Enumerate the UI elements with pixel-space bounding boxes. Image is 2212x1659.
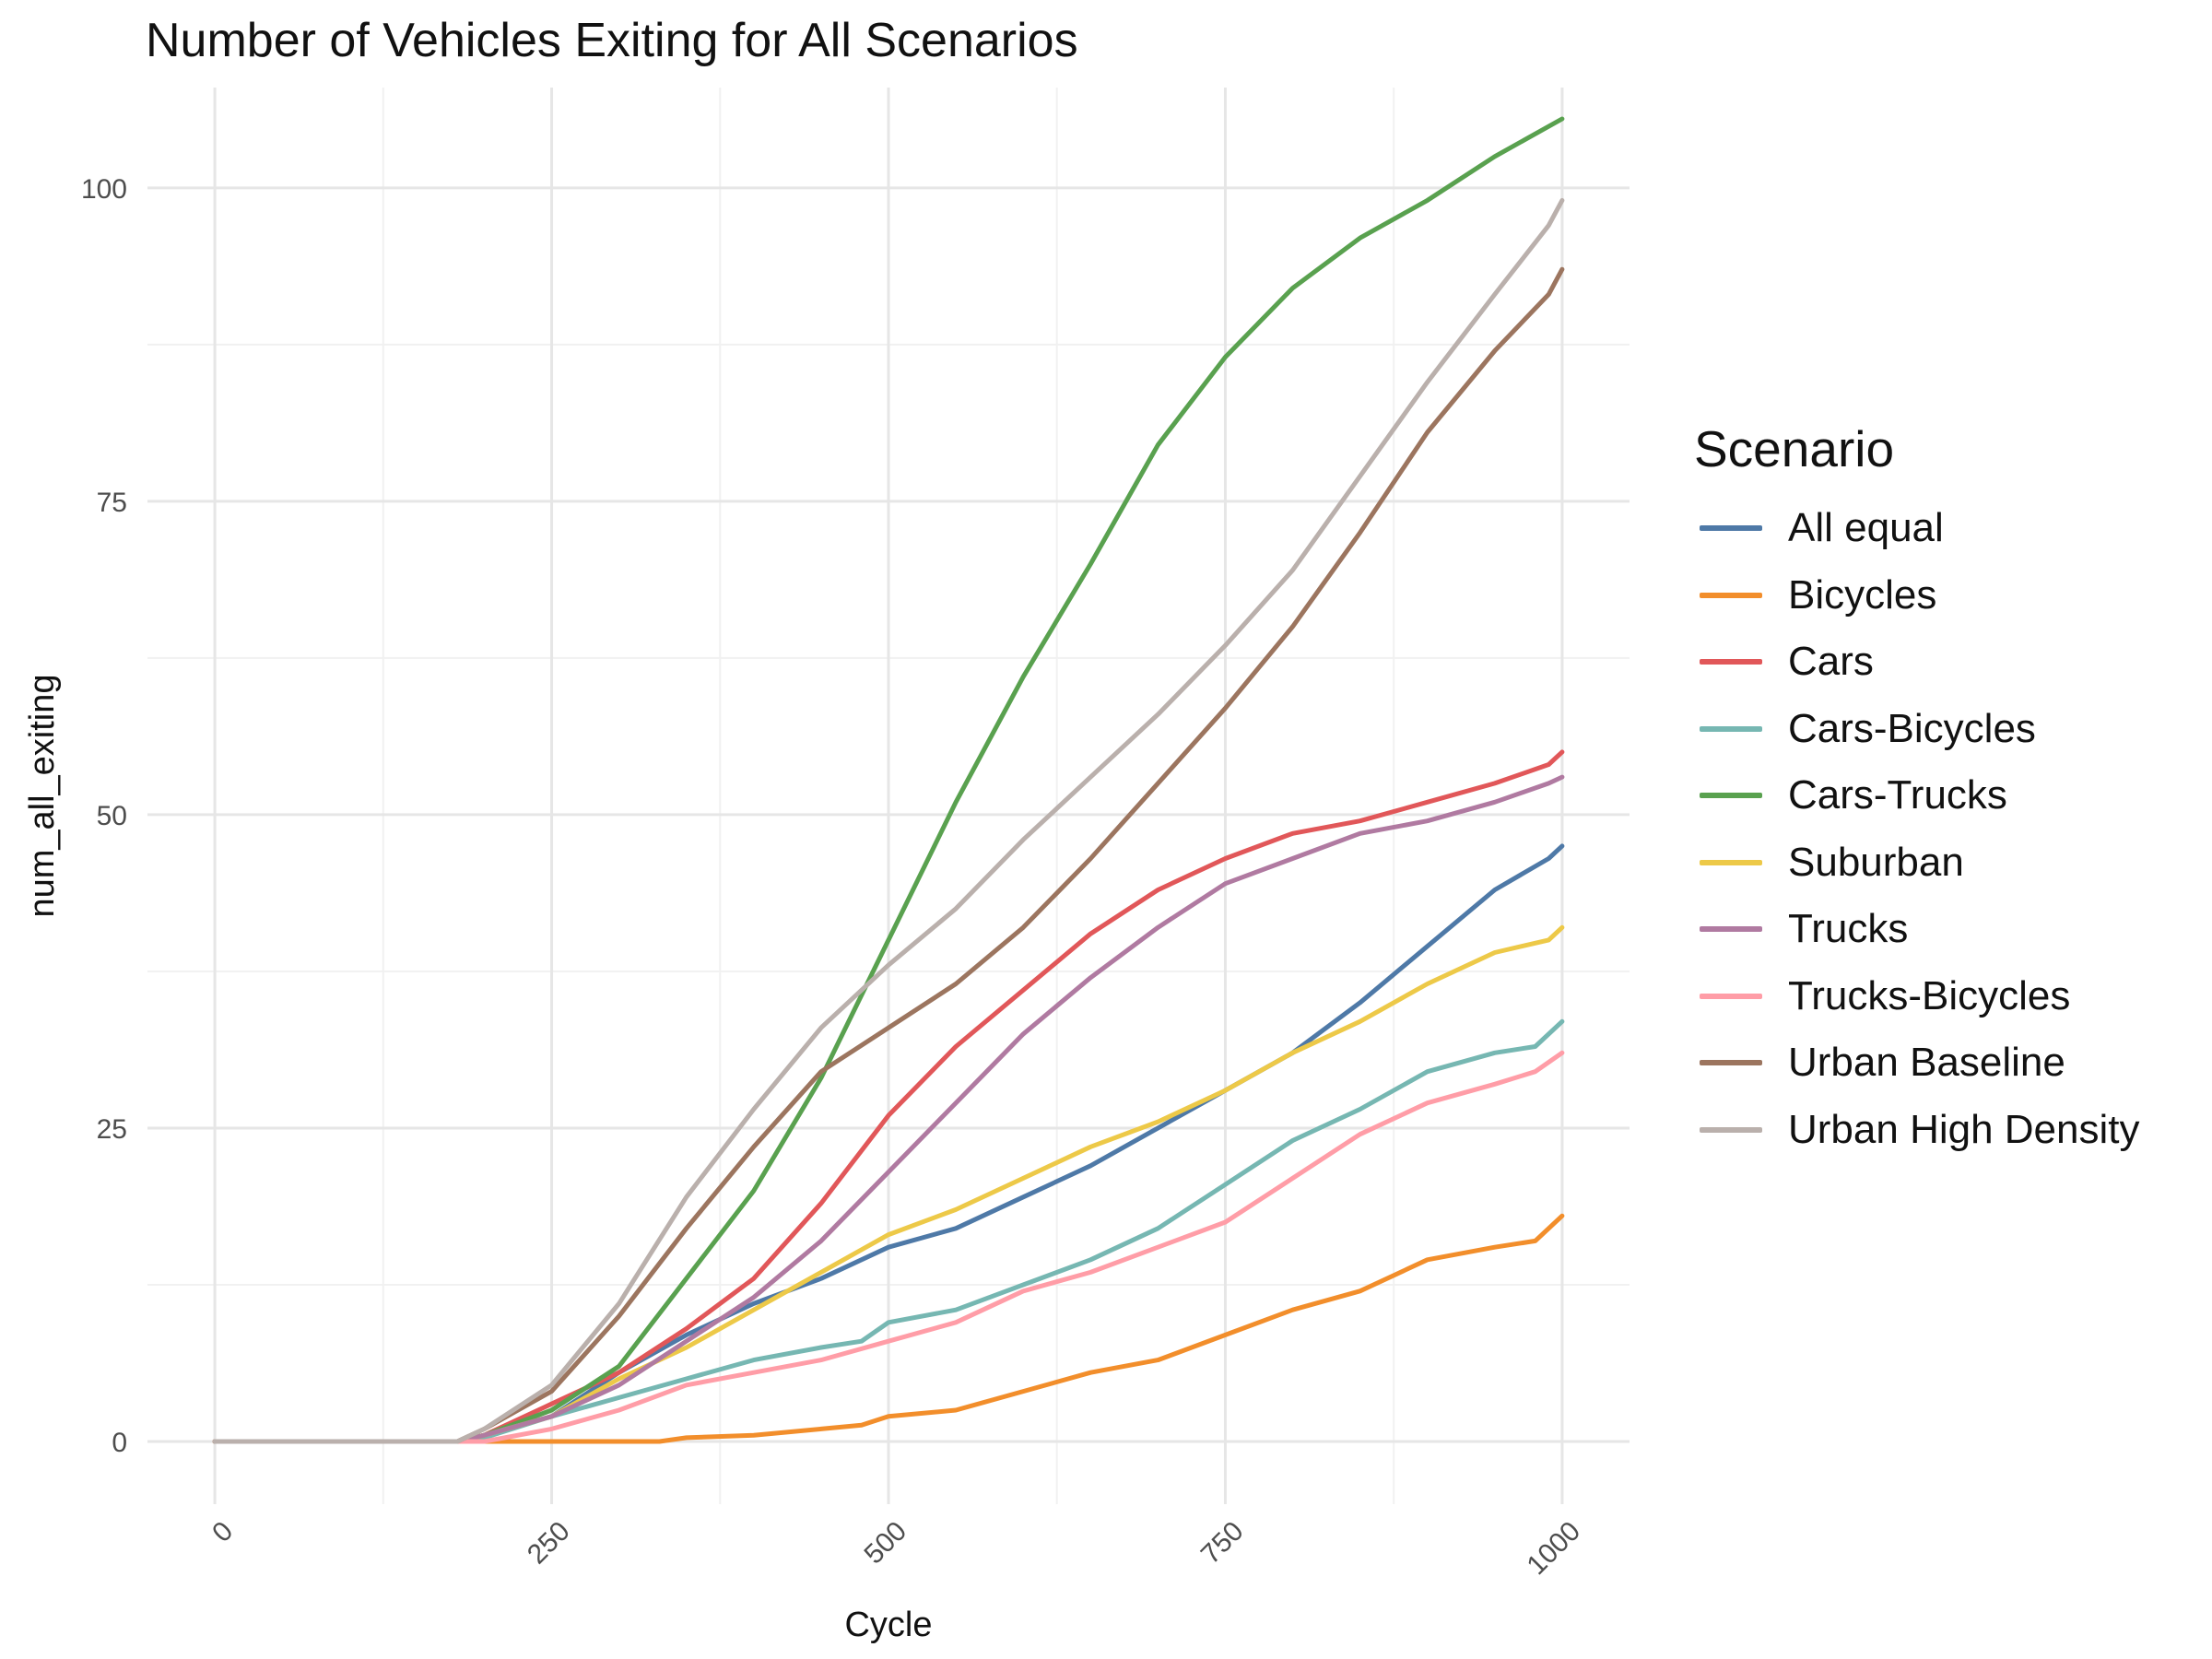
series-line-cars-bicycles xyxy=(212,1018,1565,1444)
chart-title: Number of Vehicles Exiting for All Scena… xyxy=(146,14,1078,67)
x-tick-label: 1000 xyxy=(1522,1516,1587,1582)
legend: Scenario All equal Bicycles Cars Cars-Bicyc… xyxy=(1694,419,2140,1163)
x-tick-label: 750 xyxy=(1195,1516,1250,1571)
series-line-cars xyxy=(212,749,1565,1444)
series-line-urban-baseline xyxy=(212,266,1565,1444)
legend-item: Cars xyxy=(1694,629,2140,696)
legend-key-swatch xyxy=(1700,993,1762,999)
legend-label: Cars-Trucks xyxy=(1788,772,2007,818)
y-tick-label: 75 xyxy=(97,488,127,518)
x-tick-label: 500 xyxy=(858,1516,912,1571)
x-tick-label: 250 xyxy=(522,1516,576,1571)
legend-label: Urban Baseline xyxy=(1788,1040,2065,1086)
series-line-trucks xyxy=(212,774,1565,1444)
major-gridlines xyxy=(147,88,1630,1504)
legend-label: Suburban xyxy=(1788,839,1964,885)
series-line-bicycles xyxy=(212,1213,1565,1444)
legend-key-swatch xyxy=(1700,859,1762,865)
legend-item: All equal xyxy=(1694,495,2140,562)
legend-title: Scenario xyxy=(1694,420,1895,477)
legend-key-swatch xyxy=(1700,1060,1762,1066)
legend-key-swatch xyxy=(1700,659,1762,665)
y-tick-label: 25 xyxy=(97,1114,127,1145)
y-axis-label: num_all_exiting xyxy=(23,674,62,917)
legend-item: Cars-Trucks xyxy=(1694,762,2140,830)
legend-item: Trucks xyxy=(1694,896,2140,963)
legend-key-swatch xyxy=(1700,926,1762,933)
legend-item: Urban Baseline xyxy=(1694,1030,2140,1097)
legend-item: Bicycles xyxy=(1694,562,2140,629)
legend-item: Cars-Bicycles xyxy=(1694,696,2140,763)
y-tick-label: 50 xyxy=(97,801,127,831)
legend-key-swatch xyxy=(1700,1126,1762,1133)
series-line-urban-high-density xyxy=(212,197,1565,1444)
legend-label: Bicycles xyxy=(1788,571,1937,618)
legend-key-swatch xyxy=(1700,725,1762,732)
legend-label: Cars xyxy=(1788,639,1874,685)
legend-label: Trucks-Bicycles xyxy=(1788,972,2071,1018)
legend-items: All equal Bicycles Cars Cars-Bicycles Cars-T… xyxy=(1694,495,2140,1163)
legend-label: Cars-Bicycles xyxy=(1788,705,2036,751)
series-lines xyxy=(212,116,1565,1444)
x-tick-label: 0 xyxy=(206,1516,239,1548)
legend-item: Suburban xyxy=(1694,830,2140,897)
series-line-trucks-bicycles xyxy=(212,1050,1565,1444)
legend-label: Trucks xyxy=(1788,906,1909,952)
legend-label: All equal xyxy=(1788,505,1944,551)
x-axis-label: Cycle xyxy=(844,1606,932,1644)
legend-key-swatch xyxy=(1700,592,1762,598)
y-tick-label: 0 xyxy=(112,1428,127,1458)
legend-key-swatch xyxy=(1700,525,1762,532)
legend-key-swatch xyxy=(1700,793,1762,799)
legend-item: Urban High Density xyxy=(1694,1097,2140,1164)
y-tick-label: 100 xyxy=(81,174,127,205)
legend-item: Trucks-Bicycles xyxy=(1694,963,2140,1030)
legend-label: Urban High Density xyxy=(1788,1106,2140,1152)
series-line-cars-trucks xyxy=(212,116,1565,1444)
